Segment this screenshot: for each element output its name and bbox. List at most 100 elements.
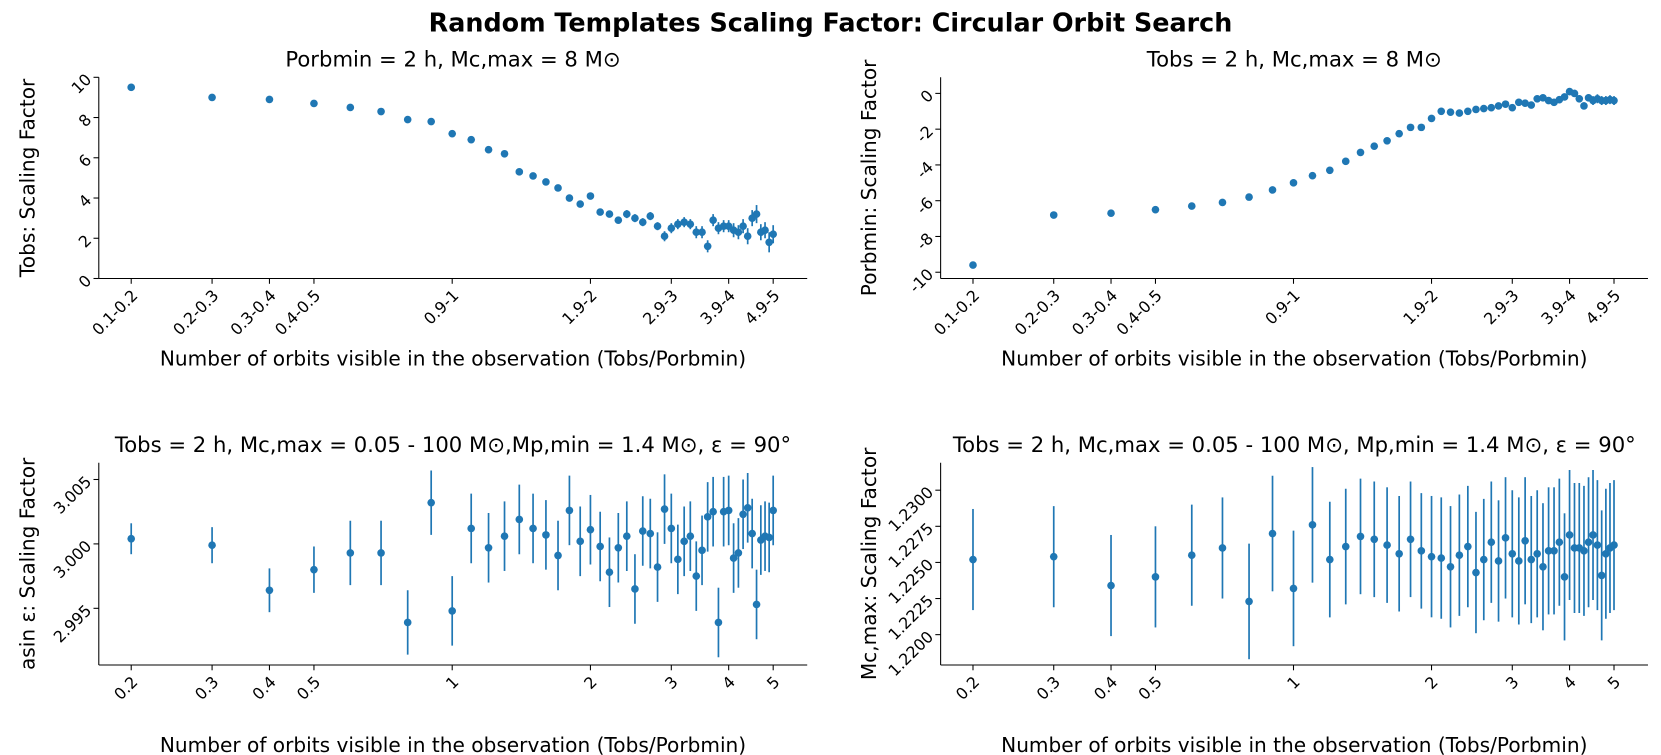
data-point [1187, 202, 1196, 210]
y-axis-label: Mc,max: Scaling Factor [857, 447, 881, 680]
data-point [605, 210, 614, 218]
data-point [1479, 104, 1488, 113]
data-point [554, 184, 562, 192]
data-point [1479, 555, 1488, 564]
x-tick-label: 1.9-2 [558, 286, 600, 328]
data-point [1521, 536, 1529, 545]
data-point [743, 232, 752, 241]
data-point [1508, 549, 1517, 558]
data-point [576, 537, 585, 546]
data-point [1584, 538, 1593, 547]
data-point [703, 513, 712, 521]
data-point [1437, 554, 1446, 562]
data-point [1597, 571, 1606, 580]
data-point [969, 261, 977, 269]
data-point [769, 230, 777, 239]
data-point [1580, 102, 1588, 110]
data-point [1245, 597, 1253, 606]
data-point [1501, 534, 1510, 542]
data-point [631, 585, 639, 593]
data-point [586, 192, 595, 200]
data-point [1555, 538, 1564, 547]
data-point [1550, 547, 1558, 555]
x-tick-label: 1 [442, 672, 463, 693]
data-point [403, 115, 412, 124]
y-tick-label: 0 [75, 271, 96, 292]
data-point [734, 228, 743, 237]
data-point [686, 220, 695, 228]
data-point [1383, 541, 1391, 549]
data-point [565, 194, 574, 202]
data-point [542, 178, 550, 186]
data-point [596, 208, 604, 216]
data-point [346, 549, 355, 557]
data-point [1417, 123, 1426, 132]
data-point [765, 238, 773, 247]
y-tick-label: 10 [68, 70, 96, 98]
data-point [1610, 96, 1618, 105]
data-point [1472, 105, 1480, 114]
data-point [1325, 166, 1334, 175]
y-tick-label: -6 [912, 193, 937, 218]
subplot-title: Porbmin = 2 h, Mc,max = 8 M⊙ [285, 46, 620, 71]
data-point [631, 214, 639, 222]
x-tick-label: 0.4-0.5 [271, 286, 324, 339]
data-point [1356, 532, 1365, 541]
data-point [765, 533, 773, 542]
data-point [692, 228, 701, 237]
data-point [667, 224, 676, 233]
data-point [734, 549, 743, 557]
data-point [709, 507, 717, 516]
data-point [1308, 521, 1317, 529]
data-point [1218, 198, 1227, 207]
data-point [1370, 535, 1379, 544]
x-tick-label: 0.3-0.4 [1068, 286, 1121, 339]
data-point [1527, 555, 1536, 564]
data-point [698, 546, 706, 555]
y-tick-label: 0 [917, 86, 938, 107]
x-tick-label: 0.1-0.2 [930, 286, 983, 339]
data-point [1395, 549, 1403, 558]
x-axis-label: Number of orbits visible in the observat… [1001, 733, 1587, 755]
data-point [1565, 531, 1574, 539]
data-point [1602, 549, 1610, 558]
data-point [346, 103, 355, 112]
data-point [1560, 573, 1569, 581]
data-point [1417, 547, 1426, 555]
x-tick-label: 0.3 [191, 672, 222, 703]
y-tick-label: -8 [912, 229, 937, 254]
data-point [709, 216, 717, 224]
x-tick-label: 2.9-3 [639, 286, 681, 328]
y-tick-label: -10 [905, 265, 937, 297]
x-tick-label: 1.9-2 [1399, 286, 1441, 328]
data-point [1370, 142, 1379, 150]
data-point [729, 554, 738, 562]
data-point [680, 537, 688, 546]
y-tick-label: -4 [912, 158, 937, 183]
data-point [500, 532, 509, 540]
x-tick-label: 0.5 [1134, 672, 1165, 703]
y-tick-label: -2 [912, 122, 937, 147]
data-point [1610, 541, 1618, 549]
data-point [1514, 557, 1523, 565]
data-point [265, 586, 274, 595]
data-point [1560, 93, 1569, 101]
x-tick-label: 0.2 [952, 672, 983, 703]
x-tick-label: 1 [1283, 672, 1304, 693]
x-tick-label: 4.9-5 [1582, 286, 1624, 328]
data-point [586, 525, 595, 534]
y-tick-label: 6 [75, 150, 96, 171]
data-point [674, 220, 682, 228]
data-point [1455, 551, 1464, 560]
data-point [680, 218, 688, 226]
data-point [1151, 205, 1160, 214]
data-point [448, 607, 457, 615]
data-point [739, 510, 747, 519]
data-point [1218, 544, 1227, 552]
x-tick-label: 0.2 [110, 672, 141, 703]
data-point [622, 532, 631, 540]
data-point [1308, 171, 1317, 180]
x-tick-label: 2 [1421, 672, 1442, 693]
y-axis-label: Tobs: Scaling Factor [15, 78, 39, 278]
